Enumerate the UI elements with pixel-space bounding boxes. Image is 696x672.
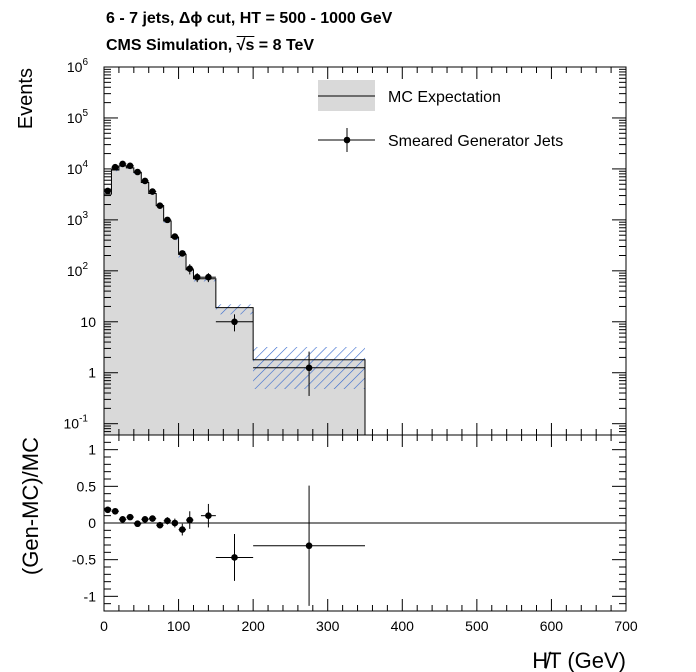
ratio-y-tick-label: 1 bbox=[88, 442, 96, 458]
ratio-point bbox=[126, 513, 134, 521]
data-point bbox=[164, 216, 171, 224]
x-tick-label: 100 bbox=[167, 618, 191, 634]
data-point bbox=[119, 160, 126, 168]
x-tick-label: 400 bbox=[391, 618, 415, 634]
x-tick-label: 500 bbox=[465, 618, 489, 634]
data-point bbox=[149, 188, 156, 195]
x-tick-label: 0 bbox=[100, 618, 108, 634]
data-point bbox=[186, 265, 194, 273]
data-point bbox=[156, 202, 164, 209]
data-point bbox=[141, 177, 149, 185]
mc-expectation-fill bbox=[104, 165, 365, 435]
x-axis-label: H̸T (GeV) bbox=[532, 648, 626, 672]
ratio-panel: -1 -0.5 0 0.5 1 0 100 200 300 400 500 600 700 bbox=[72, 434, 638, 634]
title-line2-sqrt-s: √s bbox=[236, 37, 255, 54]
ratio-y-tick-label: 0.5 bbox=[77, 478, 97, 494]
title-line2-prefix: CMS Simulation, bbox=[106, 37, 237, 54]
y-tick-label: 10-1 bbox=[64, 414, 89, 432]
data-point bbox=[205, 273, 212, 281]
data-point bbox=[193, 273, 201, 281]
y-tick-label: 1 bbox=[88, 365, 96, 381]
y-tick-label: 106 bbox=[67, 57, 89, 75]
axis-labels: Events (Gen-MC)/MC H̸T (GeV) bbox=[15, 68, 626, 672]
data-point bbox=[179, 250, 186, 257]
data-point bbox=[134, 168, 141, 176]
ratio-point bbox=[134, 520, 141, 528]
ratio-point bbox=[111, 507, 119, 515]
chart-title-line1: 6 - 7 jets, Δϕ cut, HT = 500 - 1000 GeV bbox=[106, 10, 393, 27]
y-tick-label: 102 bbox=[67, 261, 89, 279]
legend-label-mc: MC Expectation bbox=[388, 89, 501, 106]
title-line2-suffix: = 8 TeV bbox=[254, 37, 315, 54]
x-tick-label: 200 bbox=[241, 618, 265, 634]
ratio-y-tick-label: -0.5 bbox=[72, 552, 96, 568]
ratio-point bbox=[164, 517, 171, 525]
legend-data-marker bbox=[343, 136, 351, 144]
top-panel: 10-1 1 10 102 103 104 105 106 MC Expectation Smea… bbox=[64, 57, 627, 436]
ratio-point bbox=[205, 512, 212, 519]
y-tick-label: 103 bbox=[67, 210, 89, 228]
y-axis-label-ratio: (Gen-MC)/MC bbox=[18, 437, 43, 575]
x-tick-label: 700 bbox=[614, 618, 638, 634]
mc-uncertainty-band bbox=[215, 304, 254, 315]
legend-label-data: Smeared Generator Jets bbox=[388, 133, 563, 150]
x-tick-label: 300 bbox=[316, 618, 340, 634]
data-point bbox=[126, 162, 134, 170]
y-tick-label: 104 bbox=[67, 159, 89, 177]
chart-title-line2: CMS Simulation, √s = 8 TeV bbox=[106, 37, 314, 55]
ratio-point bbox=[119, 516, 126, 523]
ratio-point bbox=[305, 542, 313, 550]
data-point bbox=[171, 233, 179, 240]
data-point bbox=[111, 163, 119, 171]
x-tick-label: 600 bbox=[540, 618, 564, 634]
ratio-y-tick-label: 0 bbox=[88, 515, 96, 531]
y-axis-label-events: Events bbox=[15, 68, 37, 129]
ratio-point bbox=[171, 519, 179, 527]
ratio-point bbox=[186, 516, 194, 524]
y-tick-label: 10 bbox=[80, 314, 96, 330]
data-point bbox=[305, 364, 313, 372]
ratio-y-tick-label: -1 bbox=[84, 588, 97, 604]
ratio-point bbox=[149, 515, 156, 522]
data-point bbox=[231, 318, 238, 326]
ratio-point bbox=[141, 516, 149, 523]
ratio-point bbox=[104, 506, 112, 514]
y-tick-label: 105 bbox=[67, 108, 89, 126]
ratio-point bbox=[179, 526, 186, 533]
data-point bbox=[104, 187, 112, 195]
ratio-point bbox=[231, 554, 238, 561]
ratio-point bbox=[156, 521, 164, 529]
